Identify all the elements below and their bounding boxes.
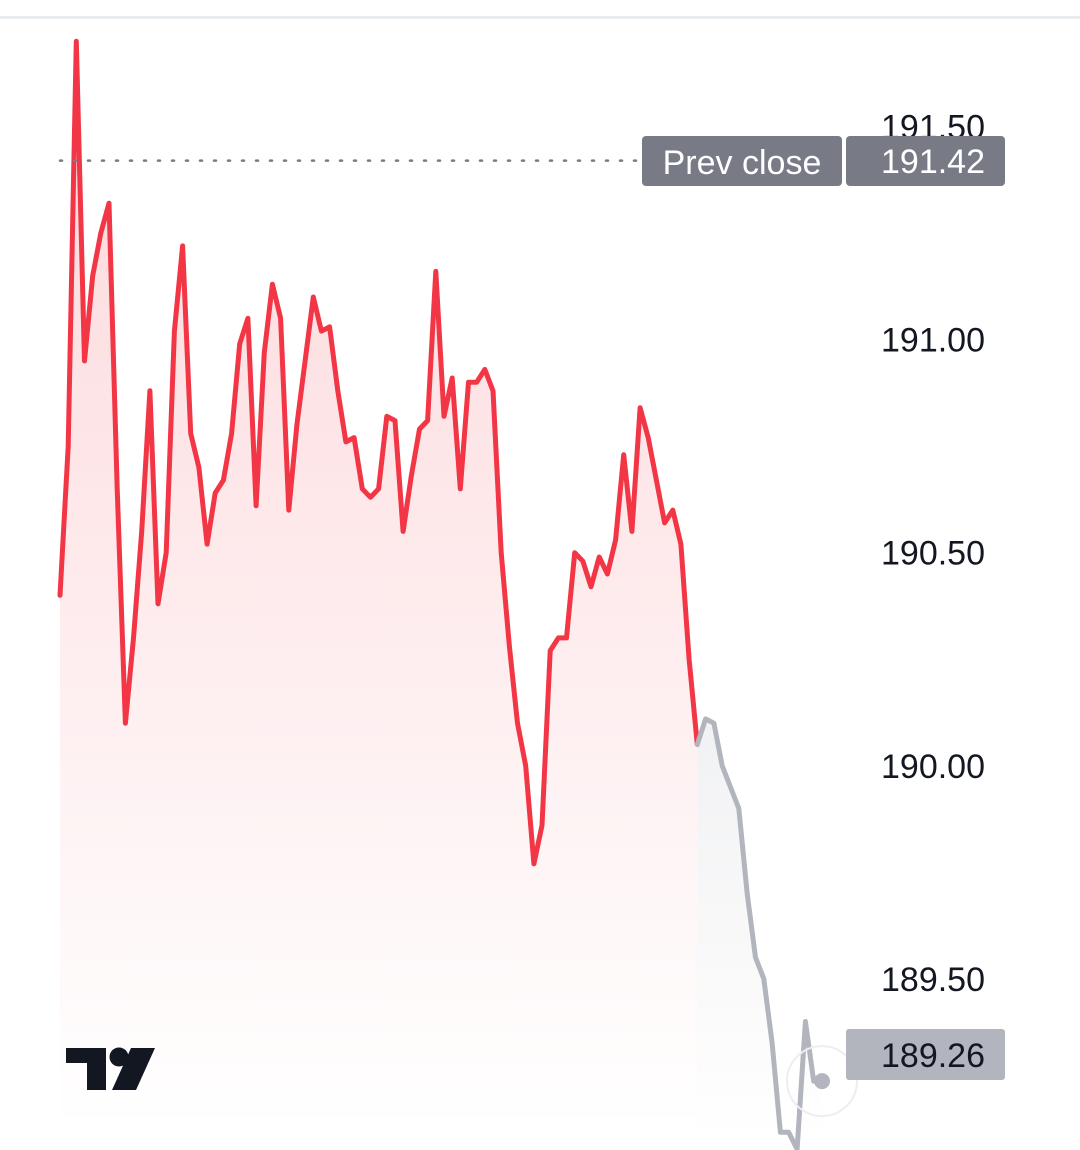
prev-close-value: 191.42 <box>881 143 985 181</box>
last-price-badge-bg <box>846 1029 1005 1080</box>
last-price-value: 189.26 <box>881 1037 985 1075</box>
last-price-dot <box>814 1073 830 1090</box>
prev-close-label-bg <box>642 136 842 186</box>
y-tick-label: 189.50 <box>881 961 985 999</box>
tradingview-logo-icon[interactable] <box>66 1047 155 1091</box>
y-tick-label: 190.00 <box>881 748 985 786</box>
prev-close-value-bg <box>846 136 1005 186</box>
y-tick-label: 191.00 <box>881 322 985 360</box>
prev-close-badge: Prev close 191.42 <box>642 136 1005 186</box>
extended-area <box>697 718 822 1150</box>
extended-price-line <box>694 716 825 1150</box>
top-divider <box>0 16 1080 19</box>
prev-close-label: Prev close <box>663 144 822 182</box>
y-axis: 191.50 191.00 190.50 190.00 189.50 <box>881 109 985 999</box>
last-price-pulse <box>786 1045 858 1118</box>
y-tick-label: 190.50 <box>881 535 985 573</box>
session-price-line <box>57 38 700 867</box>
last-price-badge: 189.26 <box>846 1029 1005 1080</box>
